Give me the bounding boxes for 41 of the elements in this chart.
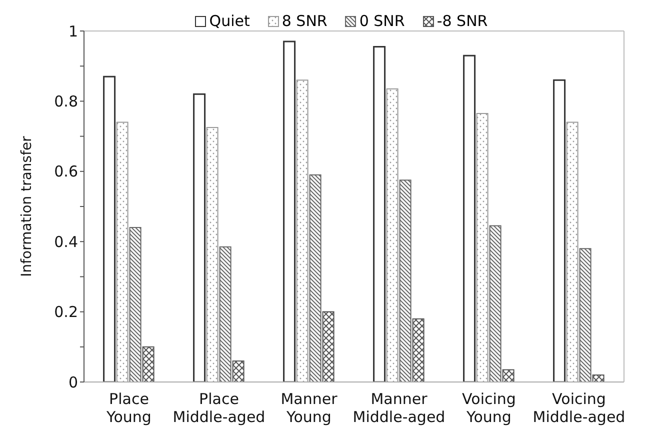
bar xyxy=(476,112,488,382)
bar xyxy=(206,127,218,382)
x-tick-label: Manner Middle-aged xyxy=(352,390,446,426)
bar xyxy=(296,80,308,382)
bar xyxy=(399,180,412,382)
legend-label: 8 SNR xyxy=(280,12,328,30)
bar xyxy=(373,46,386,382)
bar xyxy=(463,54,476,382)
bar xyxy=(116,122,128,382)
bar xyxy=(592,374,604,382)
y-tick-label: 1 xyxy=(68,22,78,40)
y-tick-label: 0 xyxy=(68,373,78,392)
bar xyxy=(283,40,296,382)
bar xyxy=(322,311,334,382)
legend-label: -8 SNR xyxy=(436,12,488,30)
legend-label: 0 SNR xyxy=(358,12,405,30)
bar xyxy=(142,346,154,382)
bar xyxy=(193,93,206,382)
bar xyxy=(103,76,116,382)
legend-label: Quiet xyxy=(208,12,250,30)
bar xyxy=(553,79,566,382)
x-tick-label: Place Young xyxy=(106,390,152,426)
bar xyxy=(232,360,244,382)
y-tick-label: 0.6 xyxy=(54,162,78,181)
bar xyxy=(309,174,322,382)
x-tick-label: Voicing Middle-aged xyxy=(532,390,626,426)
x-tick-label: Manner Young xyxy=(280,390,338,426)
bar xyxy=(219,246,232,382)
bar xyxy=(502,369,514,382)
bar xyxy=(129,227,142,382)
x-tick-label: Place Middle-aged xyxy=(172,390,266,426)
bar xyxy=(412,318,424,382)
y-tick-label: 0.8 xyxy=(54,92,78,111)
x-tick-label: Voicing Young xyxy=(462,390,516,426)
y-axis-title: Information transfer xyxy=(18,136,35,277)
bar xyxy=(386,88,398,382)
bar xyxy=(489,225,502,382)
bar xyxy=(566,122,578,382)
bar xyxy=(579,248,592,382)
y-tick-label: 0.2 xyxy=(54,303,78,322)
y-tick-label: 0.4 xyxy=(54,232,78,251)
